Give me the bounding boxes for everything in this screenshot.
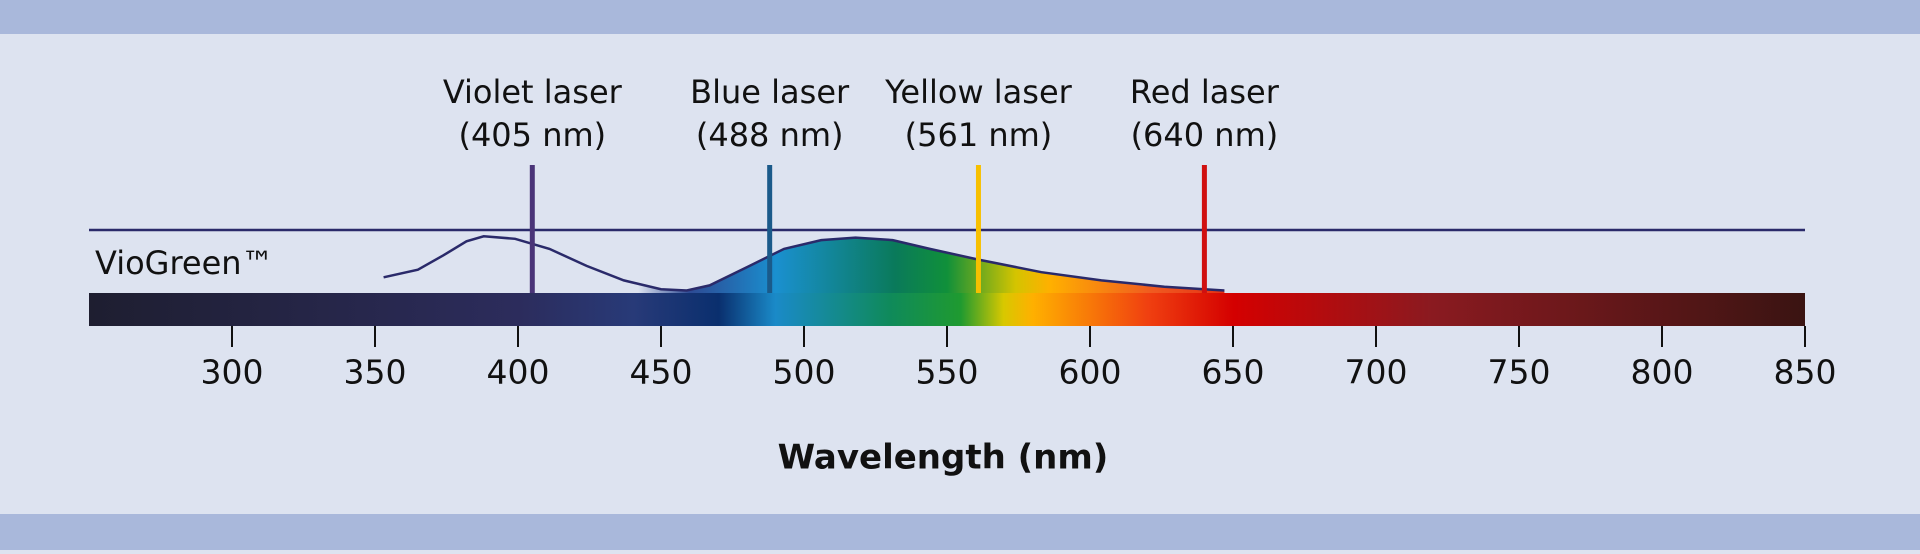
x-tick-label: 450 — [630, 353, 693, 392]
x-tick-label: 750 — [1488, 353, 1551, 392]
curve-area — [383, 236, 1225, 293]
x-tick-label: 700 — [1345, 353, 1408, 392]
top-band — [0, 0, 1920, 34]
laser-name: Yellow laser — [884, 73, 1073, 111]
laser-name: Blue laser — [690, 73, 850, 111]
x-tick-label: 800 — [1631, 353, 1694, 392]
curve-line — [383, 235, 1225, 292]
laser-wavelength: (640 nm) — [1131, 116, 1279, 154]
x-tick-label: 500 — [773, 353, 836, 392]
x-tick-label: 850 — [1774, 353, 1837, 392]
x-tick-label: 400 — [487, 353, 550, 392]
laser-wavelength: (405 nm) — [458, 116, 606, 154]
laser-name: Red laser — [1130, 73, 1280, 111]
x-tick-label: 350 — [344, 353, 407, 392]
bottom-band — [0, 514, 1920, 550]
laser-wavelength: (488 nm) — [696, 116, 844, 154]
laser-name: Violet laser — [443, 73, 623, 111]
x-tick-label: 650 — [1202, 353, 1265, 392]
x-tick-label: 600 — [1059, 353, 1122, 392]
x-tick-label: 300 — [201, 353, 264, 392]
curve-label: VioGreen™ — [95, 244, 274, 282]
laser-wavelength: (561 nm) — [905, 116, 1053, 154]
axis-title: Wavelength (nm) — [778, 438, 1109, 478]
spectrum-bar — [89, 293, 1805, 326]
x-tick-label: 550 — [916, 353, 979, 392]
